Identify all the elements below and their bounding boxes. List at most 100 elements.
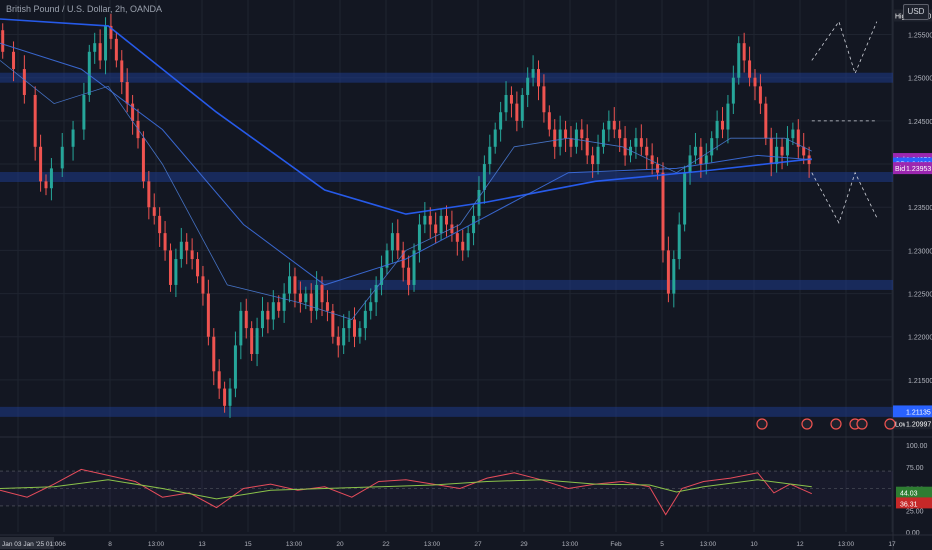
projection-up: [811, 20, 878, 75]
candle-body: [206, 293, 210, 337]
low-label-bg: [893, 417, 905, 430]
rsi-value: 44.03: [900, 491, 918, 498]
candle-body: [49, 168, 53, 189]
economic-event-icon: [756, 418, 768, 430]
candle-body: [255, 328, 259, 355]
bid-value-bg: [905, 162, 932, 175]
candle-body: [623, 138, 627, 156]
candle-body: [336, 336, 340, 346]
candle-body: [785, 138, 789, 156]
candle-body: [612, 120, 616, 130]
time-tick-label: 8: [108, 541, 112, 548]
candle-body: [672, 259, 676, 294]
candle-body: [141, 138, 145, 182]
candle-body: [802, 146, 806, 156]
candle-body: [1, 30, 5, 52]
candle-body: [320, 284, 324, 303]
candle-body: [33, 94, 37, 147]
rsi-tick-label: 100.00: [906, 443, 928, 450]
price-tick-label: 1.25000: [908, 76, 932, 83]
candle-body: [347, 319, 351, 329]
symbol-title: British Pound / U.S. Dollar, 2h, OANDA: [6, 4, 163, 14]
economic-event-icon: [856, 418, 868, 430]
level-value: 1.21135: [906, 409, 931, 416]
candle-body: [417, 224, 421, 251]
candle-body: [239, 310, 243, 346]
price-tick-label: 1.25500: [908, 33, 932, 40]
candle-body: [428, 215, 432, 225]
candle-body: [542, 86, 546, 113]
candle-body: [580, 129, 584, 139]
moving-average-slow: [0, 18, 812, 215]
rsi-ma-value-bg: [896, 497, 932, 509]
candle-body: [201, 276, 205, 294]
time-tick-label: 13:00: [838, 541, 855, 548]
bid-label-bg: [893, 162, 905, 175]
candle-body: [791, 129, 795, 139]
time-tick-label: 15: [244, 541, 252, 548]
candle-body: [515, 103, 519, 121]
candle-body: [704, 155, 708, 165]
high-label: High: [895, 14, 910, 21]
candle-body: [434, 224, 438, 234]
candle-body: [260, 310, 264, 329]
candle-body: [22, 69, 26, 95]
low-label: Low: [895, 421, 909, 428]
price-tick-label: 1.24500: [908, 119, 932, 126]
crosshair-time-label: Jan 03 Jan '25 01:00: [2, 541, 63, 548]
candle-body: [109, 25, 113, 39]
candle-body: [369, 302, 373, 311]
bid-value: 1.23953: [906, 166, 931, 173]
candle-body: [764, 103, 768, 139]
candle-body: [185, 241, 189, 251]
candle-body: [190, 250, 194, 260]
time-tick-label: 6: [62, 541, 66, 548]
candle-body: [315, 284, 319, 311]
candle-body: [661, 172, 665, 251]
candle-body: [196, 259, 200, 277]
low-value-bg: [905, 417, 932, 430]
candle-body: [499, 112, 503, 130]
candle-body: [223, 388, 227, 406]
price-tick-label: 1.23500: [908, 205, 932, 212]
time-tick-label: 17: [888, 541, 896, 548]
candle-body: [380, 267, 384, 285]
candle-body: [250, 328, 254, 355]
candle-body: [585, 138, 589, 156]
currency-button[interactable]: USD: [903, 4, 929, 20]
candle-body: [179, 241, 183, 260]
candle-body: [666, 250, 670, 294]
candle-body: [769, 138, 773, 165]
price-tick-label: 1.21500: [908, 378, 932, 385]
rsi-ma-value: 36.31: [900, 501, 918, 508]
time-tick-label: 13:00: [562, 541, 579, 548]
candle-body: [699, 146, 703, 165]
support-resistance-zone: [0, 172, 893, 183]
crosshair-time-bg: [0, 537, 54, 549]
candle-body: [233, 345, 237, 389]
candle-body: [288, 276, 292, 294]
candle-body: [374, 284, 378, 303]
candle-body: [461, 241, 465, 251]
candle-body: [60, 146, 64, 169]
time-tick-label: 13:00: [286, 541, 303, 548]
candle-body: [564, 129, 568, 139]
candle-body: [715, 120, 719, 139]
candle-body: [472, 215, 476, 234]
candle-body: [304, 293, 308, 303]
time-tick-label: 12: [796, 541, 804, 548]
candle-body: [114, 38, 118, 61]
candle-body: [488, 146, 492, 165]
candle-body: [174, 259, 178, 285]
candle-body: [677, 224, 681, 260]
candle-body: [44, 181, 48, 189]
candle-body: [775, 146, 779, 165]
level-label-bg: [893, 405, 905, 418]
rsi-ma-line: [0, 479, 812, 500]
economic-event-icon: [801, 418, 813, 430]
moving-average-mid: [0, 42, 812, 286]
economic-event-icon: [830, 418, 842, 430]
